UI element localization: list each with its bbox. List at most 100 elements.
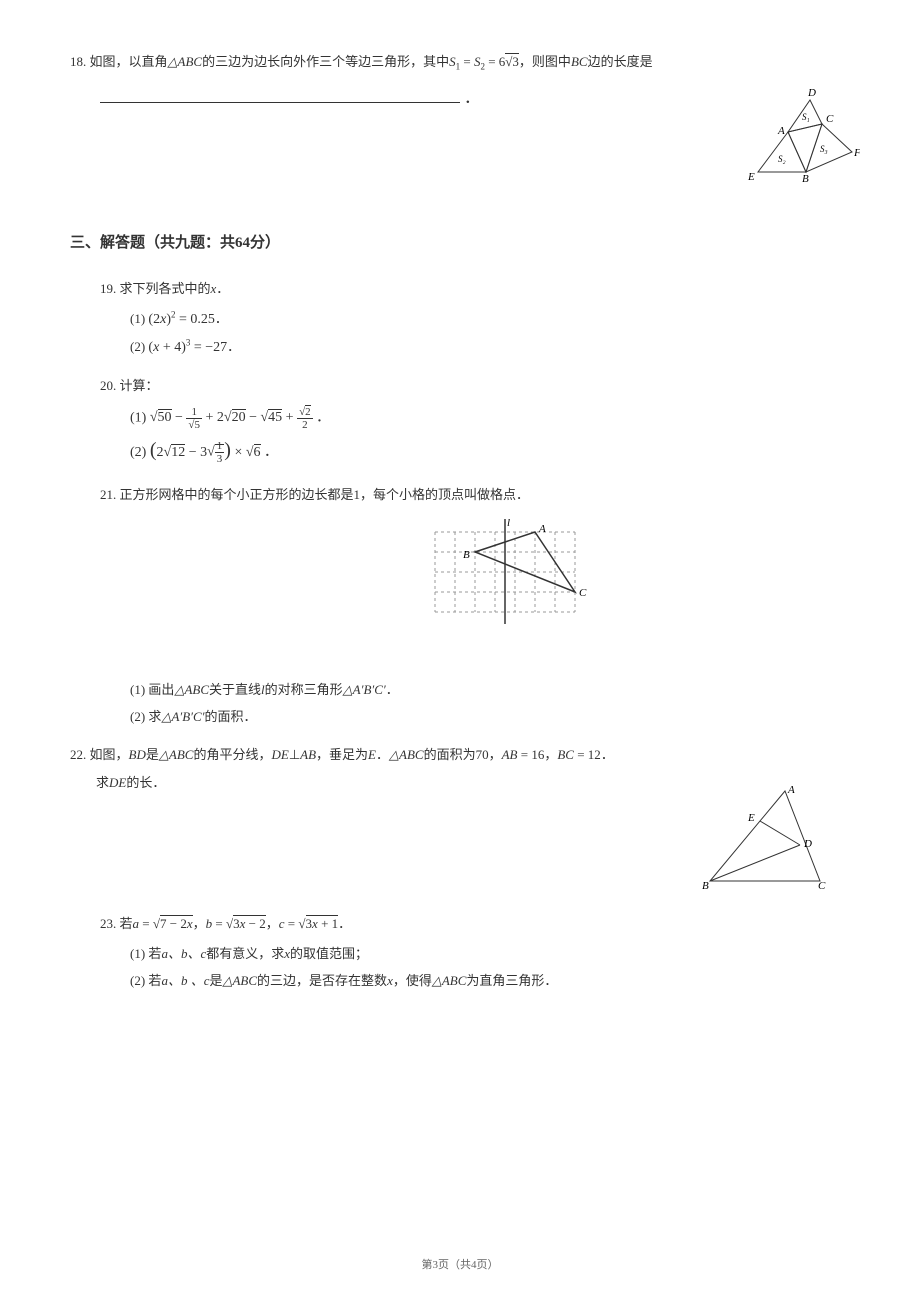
- p21-1-tri2: △: [343, 682, 353, 697]
- p23-eq3: =: [285, 916, 299, 931]
- p20-2-expr: (2√12 − 3√13) × √6: [150, 445, 264, 460]
- p22-l2b: 的长．: [126, 775, 165, 790]
- p23-t1: 若: [120, 916, 133, 931]
- p19-part2: (2) (x + 4)3 = −27．: [130, 336, 850, 356]
- p23-part2: (2) 若a、b 、c是△ABC的三边，是否存在整数x，使得△ABC为直角三角形…: [130, 970, 850, 989]
- p18-blank: [100, 89, 460, 103]
- p22-fE: E: [747, 812, 755, 824]
- p23-2-tri: △: [222, 973, 232, 988]
- p22-abc: ABC: [169, 747, 194, 762]
- p23-2-t3: 的三边，是否存在整数: [257, 973, 387, 988]
- p22-de: DE: [271, 747, 288, 762]
- p21-l: l: [507, 517, 510, 529]
- p19-1-label: (1): [130, 311, 145, 326]
- p20-2-label: (2): [130, 445, 146, 460]
- p18-S2: S₂: [778, 154, 786, 164]
- p21-part1: (1) 画出△ABC关于直线l的对称三角形△A′B′C′．: [130, 679, 850, 698]
- p22-ab2: AB: [502, 747, 518, 762]
- p20-part2: (2) (2√12 − 3√13) × √6 ．: [130, 439, 850, 465]
- p18-S3: S₃: [820, 144, 828, 154]
- p18-eq1: =: [460, 54, 474, 69]
- p22-c2: ，: [544, 747, 557, 762]
- p19-num: 19.: [100, 281, 116, 296]
- p22-fC: C: [818, 880, 826, 892]
- p19-text: 19. 求下列各式中的x．: [100, 277, 850, 300]
- p18-bc: BC: [571, 54, 588, 69]
- p22-svg: A E D B C: [700, 783, 830, 893]
- problem-21: 21. 正方形网格中的每个小正方形的边长都是1，每个小格的顶点叫做格点．: [100, 483, 850, 725]
- p22-70: 70: [476, 747, 489, 762]
- p20-1-expr: √50 − 1√5 + 2√20 − √45 + √22: [150, 410, 316, 425]
- p22-ab: AB: [300, 747, 316, 762]
- p22-fD: D: [803, 838, 812, 850]
- p19-2-label: (2): [130, 339, 145, 354]
- problem-18-text: 18. 如图，以直角△ABC的三边为边长向外作三个等边三角形，其中S1 = S2…: [70, 50, 850, 75]
- p23-text: 23. 若a = √7 − 2x，b = √3x − 2，c = √3x + 1…: [100, 912, 850, 935]
- p21-text: 21. 正方形网格中的每个小正方形的边长都是1，每个小格的顶点叫做格点．: [100, 483, 850, 506]
- p18-S1: S₁: [802, 112, 810, 122]
- p23-2-tri2: △: [432, 973, 442, 988]
- p20-num: 20.: [100, 378, 116, 393]
- p19-p: ．: [216, 281, 229, 296]
- problem-18: 18. 如图，以直角△ABC的三边为边长向外作三个等边三角形，其中S1 = S2…: [70, 50, 850, 108]
- p22-bc: BC: [557, 747, 574, 762]
- p21-t2: ，每个小格的顶点叫做格点．: [360, 487, 529, 502]
- p18-abc: ABC: [178, 54, 203, 69]
- p23-part1: (1) 若a、b、c都有意义，求x的取值范围；: [130, 943, 850, 962]
- p22-eq1: = 16: [517, 747, 544, 762]
- p21-2-label: (2): [130, 709, 145, 724]
- p22-tri2: △: [389, 747, 399, 762]
- p21-B: B: [463, 549, 470, 561]
- p23-2-t4: ，使得: [393, 973, 432, 988]
- problem-20: 20. 计算： (1) √50 − 1√5 + 2√20 − √45 + √22…: [100, 374, 850, 465]
- page-footer: 第3页（共4页）: [0, 1256, 920, 1272]
- p23-2-t1: 若: [148, 973, 161, 988]
- p18-svg: D C A F E B S₁ S₂ S₃: [720, 80, 860, 190]
- p23-1-t2: 都有意义，求: [206, 946, 284, 961]
- p18-num: 18.: [70, 54, 86, 69]
- p22-t3: 的角平分线，: [193, 747, 271, 762]
- p20-t: 计算：: [120, 378, 159, 393]
- p18-B: B: [802, 173, 809, 185]
- p21-1-abc: ABC: [184, 682, 209, 697]
- p23-num: 23.: [100, 916, 116, 931]
- p21-A: A: [538, 523, 546, 535]
- p22-t5: ．: [376, 747, 389, 762]
- p20-text: 20. 计算：: [100, 374, 850, 397]
- p23-eq1: =: [139, 916, 153, 931]
- p23-c2: ，: [266, 916, 279, 931]
- p22-p: ．: [601, 747, 614, 762]
- p20-2-p: ．: [264, 445, 278, 460]
- p18-t2: 的三边为边长向外作三个等边三角形，其中: [202, 54, 449, 69]
- p20-1-label: (1): [130, 410, 146, 425]
- p19-2-expr: (x + 4)3 = −27: [148, 340, 227, 355]
- p18-E: E: [747, 171, 755, 183]
- p18-figure: D C A F E B S₁ S₂ S₃: [720, 80, 860, 195]
- p23-1-abc: a、b、c: [161, 946, 206, 961]
- p22-tri: △: [159, 747, 169, 762]
- p21-1-t2: 关于直线: [209, 682, 261, 697]
- p18-F: F: [853, 147, 860, 159]
- p18-C: C: [826, 113, 834, 125]
- p19-1-expr: (2x)2 = 0.25: [148, 312, 214, 327]
- p19-part1: (1) (2x)2 = 0.25．: [130, 308, 850, 328]
- problem-19: 19. 求下列各式中的x． (1) (2x)2 = 0.25． (2) (x +…: [100, 277, 850, 356]
- p22-abc2: ABC: [399, 747, 424, 762]
- p19-t: 求下列各式中的: [120, 281, 211, 296]
- p23-2-label: (2): [130, 973, 145, 988]
- p23-2-t2: 是: [209, 973, 222, 988]
- p22-de2: DE: [109, 775, 126, 790]
- p21-1-label: (1): [130, 682, 145, 697]
- p18-eq2: = 6: [485, 54, 505, 69]
- p21-1-abc2: A′B′C′: [353, 682, 386, 697]
- p21-svg: l A B C: [415, 514, 595, 634]
- p23-p: ．: [338, 916, 351, 931]
- p20-1-p: ．: [316, 410, 330, 425]
- p21-1-t3: 的对称三角形: [265, 682, 343, 697]
- p23-2-ABC: ABC: [232, 973, 257, 988]
- p22-t2: 是: [146, 747, 159, 762]
- p21-1-t1: 画出: [148, 682, 174, 697]
- p21-2-tri: △: [161, 709, 171, 724]
- p22-text: 22. 如图，BD是△ABC的角平分线，DE⊥AB，垂足为E．△ABC的面积为7…: [70, 743, 850, 766]
- p21-1-tri: △: [174, 682, 184, 697]
